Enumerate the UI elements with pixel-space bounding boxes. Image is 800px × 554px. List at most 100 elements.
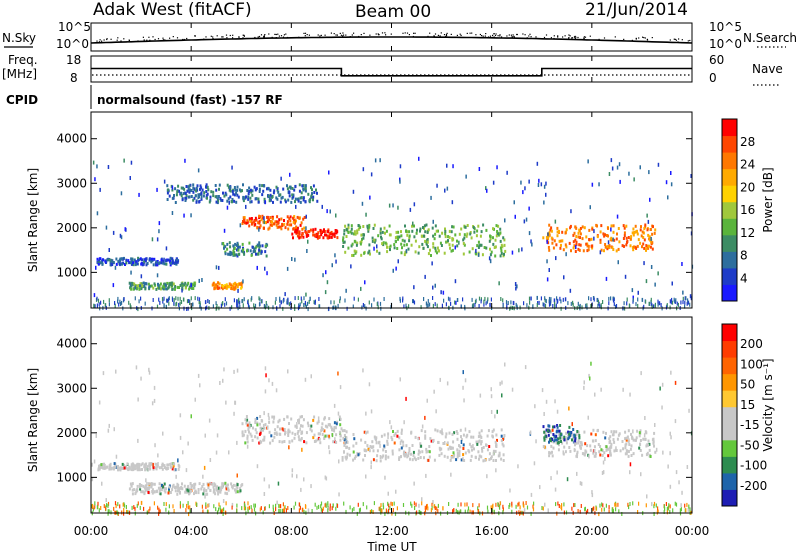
scatter-cell xyxy=(96,257,99,261)
scatter-cell xyxy=(195,186,198,190)
ground-cell xyxy=(502,504,504,509)
scatter-cell xyxy=(257,221,260,225)
scatter-cell xyxy=(399,441,402,445)
scatter-cell xyxy=(231,287,234,291)
scatter-cell xyxy=(495,224,498,228)
ground-cell xyxy=(432,303,434,308)
noise-dot xyxy=(492,34,494,36)
scatter-cell xyxy=(274,220,277,224)
scatter-cell xyxy=(379,443,381,448)
scatter-cell xyxy=(523,219,526,224)
ground-cell xyxy=(653,512,655,516)
scatter-cell xyxy=(634,438,637,442)
scatter-cell xyxy=(480,230,483,234)
colorbar-frame xyxy=(721,118,738,302)
scatter-cell xyxy=(483,246,486,249)
scatter-cell xyxy=(327,423,330,427)
ground-cell xyxy=(253,507,256,512)
scatter-cell xyxy=(575,235,578,238)
scatter-cell xyxy=(151,490,154,493)
scatter-cell xyxy=(121,466,124,470)
scatter-cell xyxy=(613,440,616,444)
scatter-cell xyxy=(312,228,315,232)
scatter-cell xyxy=(284,226,287,230)
ground-cell xyxy=(327,503,329,508)
scatter-cell xyxy=(106,258,109,262)
scatter-cell xyxy=(388,245,391,249)
scatter-cell xyxy=(283,219,285,222)
colorbar-swatch xyxy=(722,234,737,252)
scatter-cell xyxy=(307,239,309,244)
scatter-cell xyxy=(608,244,611,248)
scatter-cell xyxy=(137,256,140,260)
scatter-cell xyxy=(354,232,357,236)
scatter-cell xyxy=(221,287,224,291)
noise-dot xyxy=(123,38,125,40)
scatter-cell xyxy=(341,458,344,462)
noise-dot xyxy=(319,35,321,37)
ground-cell xyxy=(427,303,429,308)
scatter-cell xyxy=(661,405,663,410)
scatter-cell xyxy=(276,197,279,201)
ground-cell xyxy=(259,507,261,512)
scatter-cell xyxy=(241,189,243,193)
scatter-cell xyxy=(140,376,142,381)
scatter-cell xyxy=(554,438,557,442)
scatter-cell xyxy=(384,241,387,245)
noise-dot xyxy=(172,36,174,38)
colorbar-swatch xyxy=(722,472,737,490)
ground-cell xyxy=(260,506,262,511)
scatter-cell xyxy=(627,429,630,433)
colorbar-tick-label: 8 xyxy=(740,249,748,263)
scatter-cell xyxy=(417,456,420,460)
scatter-cell xyxy=(379,158,381,163)
scatter-cell xyxy=(214,492,217,496)
scatter-cell xyxy=(271,381,274,386)
scatter-cell xyxy=(233,282,236,286)
noise-dot xyxy=(117,37,119,39)
scatter-cell xyxy=(258,187,261,191)
scatter-cell xyxy=(249,249,252,253)
noise-dot xyxy=(303,32,305,34)
scatter-cell xyxy=(298,216,301,220)
scatter-cell xyxy=(478,431,481,435)
scatter-cell xyxy=(296,226,299,230)
scatter-cell xyxy=(580,443,583,447)
ground-cell xyxy=(437,509,439,514)
scatter-cell xyxy=(305,292,307,297)
scatter-cell xyxy=(577,439,580,443)
scatter-cell xyxy=(347,226,350,230)
scatter-cell xyxy=(587,244,590,248)
scatter-cell xyxy=(299,438,302,442)
scatter-cell xyxy=(258,221,261,225)
scatter-cell xyxy=(354,454,357,458)
ground-cell xyxy=(669,509,671,514)
scatter-cell xyxy=(125,258,128,262)
scatter-cell xyxy=(474,251,477,255)
ground-cell xyxy=(173,301,175,306)
colorbar-tick-label: 100 xyxy=(740,357,763,371)
scatter-cell xyxy=(153,385,156,390)
scatter-cell xyxy=(177,489,179,493)
scatter-cell xyxy=(499,239,502,243)
ground-cell xyxy=(199,304,201,309)
noise-dot xyxy=(459,33,461,35)
scatter-cell xyxy=(284,432,286,436)
scatter-cell xyxy=(372,449,375,453)
scatter-cell xyxy=(258,441,261,445)
scatter-cell xyxy=(429,248,431,252)
scatter-cell xyxy=(588,373,590,378)
noise-dot xyxy=(263,35,265,37)
noise-dot xyxy=(216,35,218,37)
scatter-cell xyxy=(431,226,434,230)
scatter-cell xyxy=(393,441,396,445)
scatter-cell xyxy=(102,371,105,376)
scatter-cell xyxy=(636,244,639,248)
scatter-cell xyxy=(451,432,454,436)
scatter-cell xyxy=(174,260,177,264)
scatter-cell xyxy=(238,188,241,192)
noise-dot xyxy=(456,34,458,36)
scatter-cell xyxy=(498,453,501,457)
ground-cell xyxy=(615,507,617,512)
